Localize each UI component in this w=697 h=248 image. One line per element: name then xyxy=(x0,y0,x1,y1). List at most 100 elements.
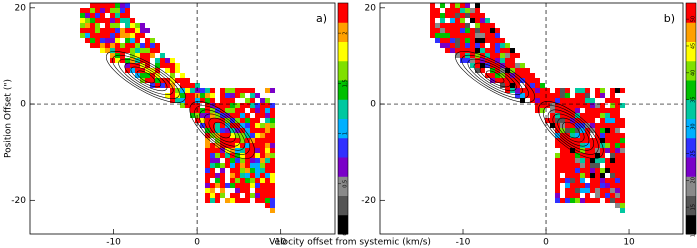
emission-patch xyxy=(520,63,525,68)
emission-patch xyxy=(605,133,610,138)
emission-patch xyxy=(155,58,160,63)
emission-patch xyxy=(270,173,275,178)
emission-patch xyxy=(125,28,130,33)
emission-patch xyxy=(490,43,495,48)
emission-patch xyxy=(225,198,230,203)
emission-patch xyxy=(215,143,220,148)
emission-patch xyxy=(205,88,210,93)
emission-patch xyxy=(595,123,600,128)
emission-patch xyxy=(95,33,100,38)
emission-patch xyxy=(455,38,460,43)
emission-patch xyxy=(130,38,135,43)
emission-patch xyxy=(495,28,500,33)
emission-patch xyxy=(510,83,515,88)
emission-patch xyxy=(210,118,215,123)
emission-patch xyxy=(185,78,190,83)
contour xyxy=(552,113,590,147)
contour xyxy=(208,117,236,143)
emission-patch xyxy=(240,168,245,173)
emission-patch xyxy=(465,43,470,48)
y-tick-label: 20 xyxy=(15,3,27,13)
emission-patch xyxy=(250,93,255,98)
emission-patch xyxy=(235,113,240,118)
emission-patch xyxy=(455,53,460,58)
emission-patch xyxy=(585,193,590,198)
emission-patch xyxy=(560,108,565,113)
emission-patch xyxy=(260,163,265,168)
emission-patch xyxy=(250,108,255,113)
emission-patch xyxy=(560,98,565,103)
emission-patch xyxy=(220,183,225,188)
emission-patch xyxy=(270,178,275,183)
emission-patch xyxy=(455,43,460,48)
emission-patch xyxy=(145,48,150,53)
emission-patch xyxy=(235,88,240,93)
emission-patch xyxy=(235,103,240,108)
emission-patch xyxy=(220,178,225,183)
emission-patch xyxy=(475,33,480,38)
emission-patch xyxy=(475,18,480,23)
emission-patch xyxy=(190,88,195,93)
emission-patch xyxy=(220,133,225,138)
emission-patch xyxy=(265,148,270,153)
emission-patch xyxy=(265,98,270,103)
emission-patch xyxy=(155,83,160,88)
emission-patch xyxy=(225,103,230,108)
emission-patch xyxy=(210,98,215,103)
emission-patch xyxy=(465,13,470,18)
emission-patch xyxy=(580,178,585,183)
emission-patch xyxy=(230,158,235,163)
emission-patch xyxy=(590,143,595,148)
emission-patch xyxy=(595,198,600,203)
emission-patch xyxy=(230,148,235,153)
emission-patch xyxy=(570,108,575,113)
emission-patch xyxy=(555,143,560,148)
emission-patch xyxy=(495,43,500,48)
emission-patch xyxy=(570,118,575,123)
emission-patch xyxy=(150,38,155,43)
y-axis-label: Position Offset (") xyxy=(4,79,14,158)
emission-patch xyxy=(255,168,260,173)
emission-patch xyxy=(455,3,460,8)
emission-patch xyxy=(160,53,165,58)
emission-patch xyxy=(585,158,590,163)
emission-patch xyxy=(270,118,275,123)
emission-patch xyxy=(595,108,600,113)
emission-patch xyxy=(115,38,120,43)
emission-patch xyxy=(260,153,265,158)
emission-patch xyxy=(460,48,465,53)
emission-patch xyxy=(515,78,520,83)
emission-patch xyxy=(270,88,275,93)
emission-patch xyxy=(190,83,195,88)
emission-patch xyxy=(230,183,235,188)
emission-patch xyxy=(235,168,240,173)
contour xyxy=(199,109,246,151)
emission-patch xyxy=(215,173,220,178)
emission-patch xyxy=(90,43,95,48)
emission-patch xyxy=(490,68,495,73)
emission-patch xyxy=(600,133,605,138)
emission-patch xyxy=(495,48,500,53)
emission-patch xyxy=(565,178,570,183)
colorbar-swatch xyxy=(686,60,696,81)
emission-patch xyxy=(595,113,600,118)
emission-patch xyxy=(620,133,625,138)
emission-patch xyxy=(105,18,110,23)
emission-patch xyxy=(515,68,520,73)
emission-patch xyxy=(240,178,245,183)
emission-patch xyxy=(155,68,160,73)
emission-patch xyxy=(430,3,435,8)
emission-patch xyxy=(565,198,570,203)
emission-patch xyxy=(250,163,255,168)
emission-patch xyxy=(615,123,620,128)
emission-patch xyxy=(610,188,615,193)
emission-patch xyxy=(470,8,475,13)
emission-patch xyxy=(230,163,235,168)
emission-patch xyxy=(205,98,210,103)
emission-patch xyxy=(140,78,145,83)
emission-patch xyxy=(480,23,485,28)
emission-patch xyxy=(445,28,450,33)
emission-patch xyxy=(150,68,155,73)
colorbar-swatch xyxy=(686,157,696,177)
emission-patch xyxy=(100,38,105,43)
